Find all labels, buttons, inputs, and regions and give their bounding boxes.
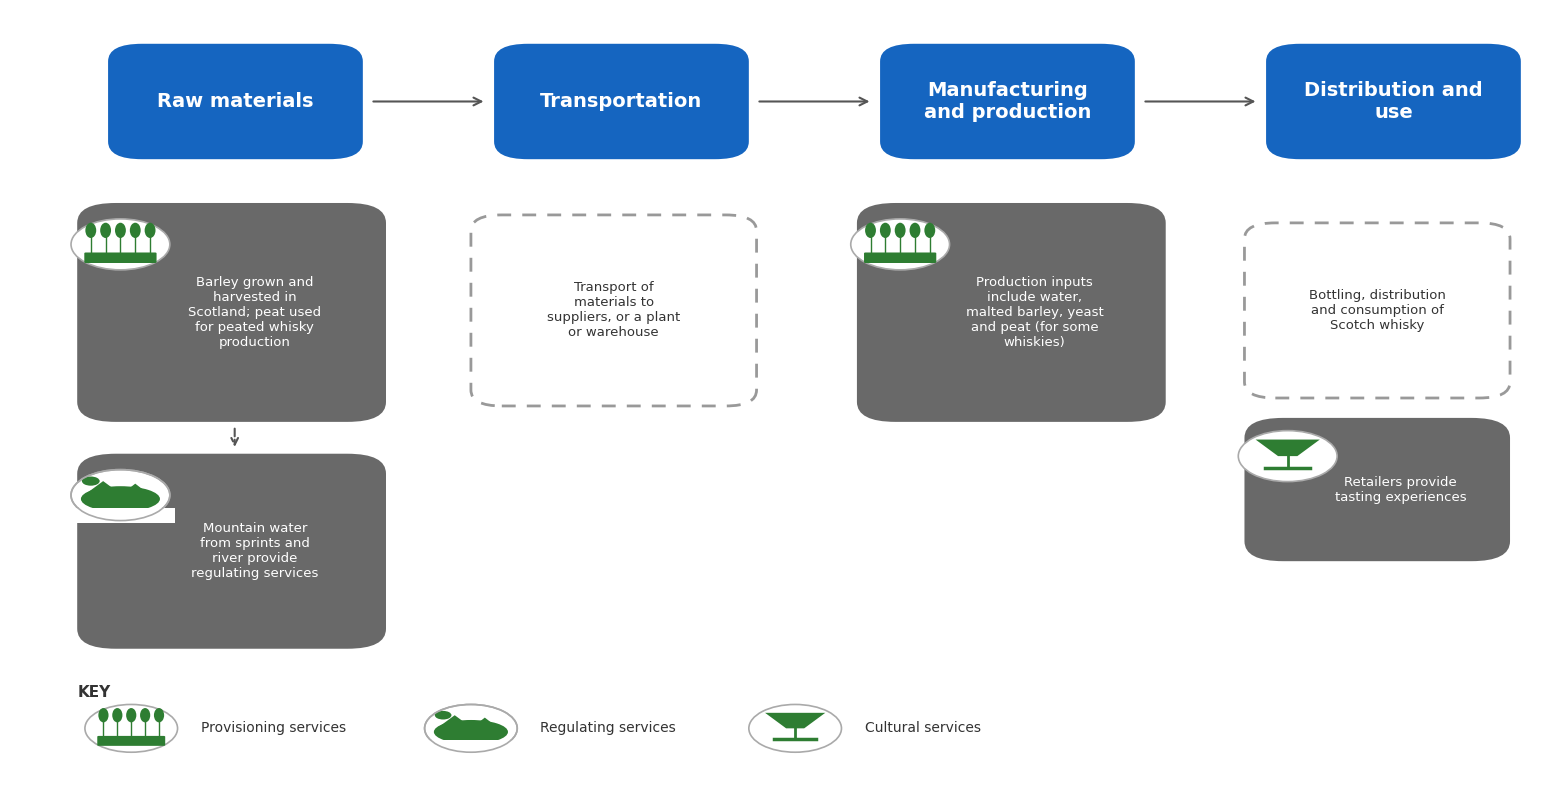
FancyBboxPatch shape xyxy=(1244,223,1510,398)
FancyBboxPatch shape xyxy=(108,44,363,159)
Ellipse shape xyxy=(99,708,108,723)
FancyBboxPatch shape xyxy=(857,203,1166,422)
Ellipse shape xyxy=(114,223,127,238)
Polygon shape xyxy=(120,484,150,495)
FancyBboxPatch shape xyxy=(1244,418,1510,561)
Circle shape xyxy=(749,704,841,752)
Circle shape xyxy=(435,711,451,720)
FancyBboxPatch shape xyxy=(880,44,1135,159)
FancyBboxPatch shape xyxy=(77,203,386,422)
Text: Mountain water
from sprints and
river provide
regulating services: Mountain water from sprints and river pr… xyxy=(191,522,318,580)
Ellipse shape xyxy=(141,708,150,723)
Text: Regulating services: Regulating services xyxy=(540,721,676,736)
Ellipse shape xyxy=(865,223,875,238)
FancyBboxPatch shape xyxy=(494,44,749,159)
Ellipse shape xyxy=(925,223,936,238)
Polygon shape xyxy=(438,715,471,728)
Text: Transportation: Transportation xyxy=(540,92,703,111)
FancyBboxPatch shape xyxy=(471,215,757,406)
Ellipse shape xyxy=(894,223,906,238)
Text: KEY: KEY xyxy=(77,685,111,700)
FancyBboxPatch shape xyxy=(97,736,165,746)
Text: Barley grown and
harvested in
Scotland; peat used
for peated whisky
production: Barley grown and harvested in Scotland; … xyxy=(188,276,321,349)
FancyBboxPatch shape xyxy=(77,454,386,649)
FancyBboxPatch shape xyxy=(85,252,156,263)
Ellipse shape xyxy=(130,223,141,238)
Text: Transport of
materials to
suppliers, or a plant
or warehouse: Transport of materials to suppliers, or … xyxy=(547,282,681,339)
Ellipse shape xyxy=(880,223,891,238)
Bar xyxy=(66,508,174,523)
Polygon shape xyxy=(766,713,824,728)
Ellipse shape xyxy=(145,223,156,238)
Ellipse shape xyxy=(909,223,920,238)
FancyBboxPatch shape xyxy=(865,252,936,263)
Ellipse shape xyxy=(113,708,122,723)
Circle shape xyxy=(82,477,100,486)
Ellipse shape xyxy=(434,720,508,743)
Ellipse shape xyxy=(154,708,164,723)
Ellipse shape xyxy=(85,223,96,238)
Text: Production inputs
include water,
malted barley, yeast
and peat (for some
whiskie: Production inputs include water, malted … xyxy=(965,276,1104,349)
Text: Provisioning services: Provisioning services xyxy=(201,721,346,736)
Circle shape xyxy=(851,219,950,270)
Polygon shape xyxy=(1255,439,1320,456)
FancyBboxPatch shape xyxy=(1266,44,1521,159)
Polygon shape xyxy=(86,481,120,494)
Circle shape xyxy=(85,704,178,752)
Circle shape xyxy=(71,470,170,521)
Text: Distribution and
use: Distribution and use xyxy=(1305,81,1482,122)
Circle shape xyxy=(71,219,170,270)
Ellipse shape xyxy=(100,223,111,238)
Ellipse shape xyxy=(80,486,161,512)
Text: Raw materials: Raw materials xyxy=(157,92,313,111)
Bar xyxy=(420,740,522,755)
Text: Cultural services: Cultural services xyxy=(865,721,980,736)
Circle shape xyxy=(1238,431,1337,482)
Text: Bottling, distribution
and consumption of
Scotch whisky: Bottling, distribution and consumption o… xyxy=(1309,289,1445,332)
Text: Retailers provide
tasting experiences: Retailers provide tasting experiences xyxy=(1334,475,1467,504)
Polygon shape xyxy=(471,718,499,728)
Ellipse shape xyxy=(127,708,136,723)
Text: Manufacturing
and production: Manufacturing and production xyxy=(923,81,1092,122)
Circle shape xyxy=(425,704,517,752)
